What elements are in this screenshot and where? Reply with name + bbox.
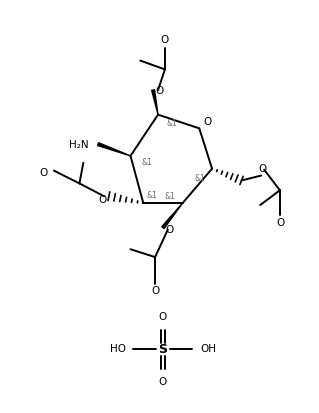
Text: &1: &1 — [167, 119, 177, 128]
Text: HO: HO — [110, 344, 126, 354]
Text: O: O — [40, 168, 48, 178]
Polygon shape — [162, 203, 182, 228]
Polygon shape — [152, 90, 158, 115]
Text: &1: &1 — [195, 174, 206, 183]
Text: &1: &1 — [147, 191, 158, 200]
Text: OH: OH — [200, 344, 216, 354]
Text: O: O — [203, 117, 211, 128]
Text: O: O — [161, 35, 169, 45]
Text: O: O — [151, 287, 159, 297]
Text: H₂N: H₂N — [69, 140, 88, 150]
Text: &1: &1 — [164, 192, 175, 201]
Text: O: O — [258, 164, 266, 174]
Text: O: O — [155, 86, 163, 96]
Text: &1: &1 — [142, 158, 152, 167]
Text: O: O — [277, 218, 285, 228]
Polygon shape — [98, 143, 130, 156]
Text: S: S — [159, 343, 167, 356]
Text: O: O — [99, 195, 107, 205]
Text: O: O — [166, 225, 174, 235]
Text: O: O — [159, 312, 167, 322]
Text: O: O — [159, 377, 167, 387]
